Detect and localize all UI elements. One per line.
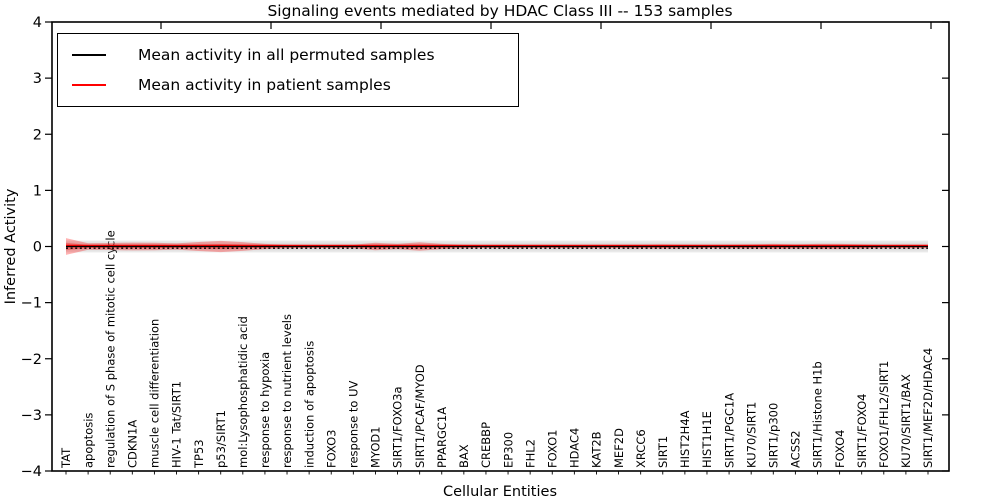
y-tick-label: 0 (33, 240, 42, 256)
legend-item: Mean activity in patient samples (72, 70, 504, 100)
x-tick-label: muscle cell differentiation (148, 319, 162, 468)
x-tick-label: p53/SIRT1 (214, 410, 228, 468)
x-tick-label: HIST2H4A (678, 410, 692, 468)
x-tick-label: HDAC4 (568, 428, 582, 468)
x-tick-label: TP53 (192, 439, 206, 469)
legend-label: Mean activity in all permuted samples (138, 46, 435, 64)
x-tick-label: SIRT1/MEF2D/HDAC4 (921, 348, 935, 468)
x-tick-label: SIRT1/PCAF/MYOD (413, 364, 427, 468)
x-tick-label: KAT2B (590, 431, 604, 468)
x-tick-label: SIRT1/FOXO3a (391, 386, 405, 468)
x-tick-label: SIRT1/p300 (766, 403, 780, 468)
legend: Mean activity in all permuted samples Me… (57, 33, 519, 107)
x-tick-label: FOXO4 (833, 430, 847, 468)
y-tick-label: −4 (21, 464, 42, 480)
y-tick-label: 4 (33, 15, 42, 31)
y-tick-label: 1 (33, 183, 42, 199)
y-tick-label: 2 (33, 127, 42, 143)
legend-line-sample-patient (72, 84, 106, 86)
x-tick-label: FOXO3 (324, 430, 338, 468)
y-tick-label: −1 (21, 296, 42, 312)
x-tick-label: KU70/SIRT1/BAX (899, 374, 913, 468)
x-tick-label: MEF2D (612, 428, 626, 468)
x-tick-label: FOXO1/FHL2/SIRT1 (877, 361, 891, 468)
x-tick-label: HIV-1 Tat/SIRT1 (170, 381, 184, 468)
x-axis-label: Cellular Entities (443, 484, 557, 500)
y-tick-label: −2 (21, 352, 42, 368)
x-tick-label: regulation of S phase of mitotic cell cy… (103, 230, 117, 468)
x-tick-label: EP300 (501, 432, 515, 468)
plot-content: TAT apoptosis regulation of S phase of mit… (21, 15, 949, 480)
x-tick-label: response to UV (347, 380, 361, 468)
x-tick-label: FOXO1 (545, 430, 559, 468)
legend-item: Mean activity in all permuted samples (72, 40, 504, 70)
x-tick-label: apoptosis (81, 413, 95, 468)
x-tick-label: SIRT1/FOXO4 (855, 393, 869, 468)
y-tick-label: −3 (21, 408, 42, 424)
x-tick-label: mol:Lysophosphatidic acid (236, 316, 250, 468)
y-axis-label: Inferred Activity (3, 188, 19, 304)
plot-frame (51, 21, 950, 472)
x-tick-label: CDKN1A (126, 420, 140, 468)
x-tick-label: response to hypoxia (258, 352, 272, 468)
x-tick-label: KU70/SIRT1 (744, 402, 758, 468)
x-tick-label: SIRT1 (656, 436, 670, 468)
x-tick-label: TAT (59, 447, 73, 469)
x-tick-label: induction of apoptosis (302, 341, 316, 468)
x-tick-label: CREBBP (479, 422, 493, 468)
x-tick-label: PPARGC1A (435, 407, 449, 468)
legend-line-sample-permuted (72, 54, 106, 56)
x-tick-label: response to nutrient levels (280, 314, 294, 468)
x-tick-label: XRCC6 (634, 429, 648, 468)
x-tick-label: FHL2 (523, 439, 537, 468)
y-tick-label: 3 (33, 71, 42, 87)
chart-title: Signaling events mediated by HDAC Class … (267, 2, 732, 20)
x-tick-label: BAX (457, 444, 471, 468)
x-tick-label: SIRT1/Histone H1b (811, 361, 825, 468)
legend-label: Mean activity in patient samples (138, 76, 391, 94)
x-tick-label: MYOD1 (369, 426, 383, 468)
x-tick-label: HIST1H1E (700, 411, 714, 468)
x-tick-label: SIRT1/PGC1A (722, 393, 736, 468)
x-tick-label: ACSS2 (789, 430, 803, 468)
